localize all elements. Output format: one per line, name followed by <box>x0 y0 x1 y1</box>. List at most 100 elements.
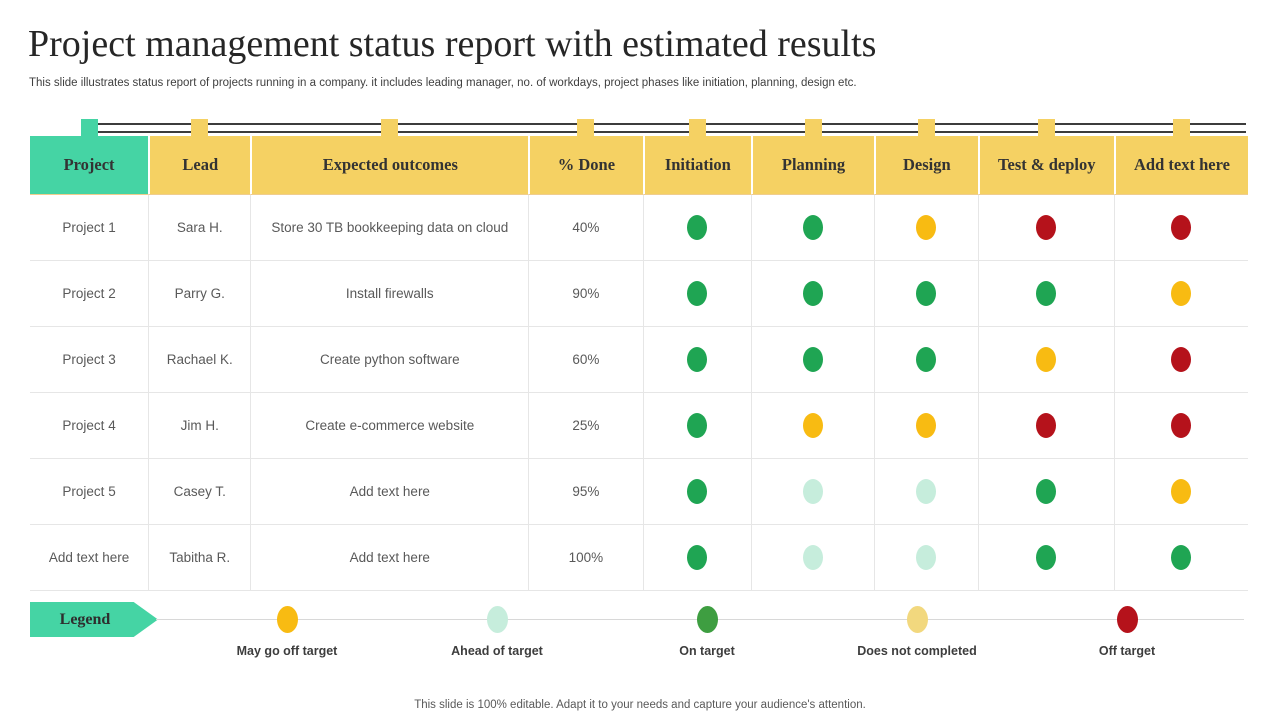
phase-status-cell <box>874 459 978 525</box>
legend-item: May go off target <box>202 606 372 658</box>
phase-status-cell <box>1113 261 1248 327</box>
expected-outcome-cell: Create e-commerce website <box>250 393 529 459</box>
status-dot-on-target <box>687 347 708 372</box>
column-marker-square <box>381 119 399 136</box>
table-header-row: Project Lead Expected outcomes% Done Initia… <box>30 136 1248 194</box>
column-marker-square <box>917 119 935 136</box>
legend-dot-does-not-completed <box>906 606 928 633</box>
column-header-planning: Planning <box>751 136 875 194</box>
legend-item-label: Ahead of target <box>451 644 543 658</box>
lead-cell: Sara H. <box>148 194 251 261</box>
project-name-cell: Project 4 <box>30 393 149 459</box>
phase-status-cell <box>1113 393 1248 459</box>
percent-done-cell: 100% <box>528 525 643 591</box>
column-marker-square <box>804 119 822 136</box>
column-marker-square <box>191 119 209 136</box>
column-header-project: Project <box>30 136 149 194</box>
legend-dot-on-target <box>696 606 718 633</box>
phase-status-cell <box>751 194 875 261</box>
expected-outcome-cell: Add text here <box>250 459 529 525</box>
project-name-cell: Project 5 <box>30 459 149 525</box>
column-header-test-deploy: Test & deploy <box>977 136 1114 194</box>
phase-status-cell <box>642 261 752 327</box>
table-row: Project 4 Jim H. Create e-commerce website… <box>30 393 1248 459</box>
status-table-container: Project Lead Expected outcomes% Done Initia… <box>30 136 1248 591</box>
column-header-design: Design <box>874 136 978 194</box>
phase-status-cell <box>751 459 875 525</box>
status-dot-ahead-of-target <box>916 545 937 570</box>
status-dot-off-target <box>1171 413 1192 438</box>
table-row: Add text here Tabitha R. Add text here 100% <box>30 525 1248 591</box>
status-dot-on-target <box>687 215 708 240</box>
status-dot-off-target <box>1036 215 1057 240</box>
status-dot-may-go-off-target <box>1171 479 1192 504</box>
column-header-expected-outcomes: Expected outcomes <box>250 136 529 194</box>
status-dot-may-go-off-target <box>916 413 937 438</box>
phase-status-cell <box>874 194 978 261</box>
project-name-cell: Project 1 <box>30 194 149 261</box>
status-dot-on-target <box>1036 281 1057 306</box>
lead-cell: Jim H. <box>148 393 251 459</box>
status-dot-on-target <box>803 281 824 306</box>
project-name-cell: Project 3 <box>30 327 149 393</box>
legend-dot-may-go-off-target <box>276 606 298 633</box>
status-dot-ahead-of-target <box>803 479 824 504</box>
column-marker-square <box>688 119 706 136</box>
expected-outcome-cell: Create python software <box>250 327 529 393</box>
phase-status-cell <box>874 327 978 393</box>
phase-status-cell <box>751 393 875 459</box>
legend-item-label: On target <box>679 644 735 658</box>
column-header-initiation: Initiation <box>642 136 752 194</box>
legend-item: On target <box>622 606 792 658</box>
column-marker-square <box>1173 119 1190 136</box>
expected-outcome-cell: Install firewalls <box>250 261 529 327</box>
status-dot-on-target <box>1036 479 1057 504</box>
table-body: Project 1 Sara H. Store 30 TB bookkeeping … <box>30 194 1248 591</box>
status-dot-on-target <box>687 545 708 570</box>
phase-status-cell <box>977 459 1114 525</box>
column-marker-strip <box>30 119 1248 136</box>
phase-status-cell <box>874 525 978 591</box>
status-dot-on-target <box>687 413 708 438</box>
page-title: Project management status report with es… <box>28 23 877 65</box>
phase-status-cell <box>977 393 1114 459</box>
status-dot-on-target <box>916 281 937 306</box>
column-marker-square <box>1037 119 1055 136</box>
percent-done-cell: 95% <box>528 459 643 525</box>
phase-status-cell <box>642 327 752 393</box>
phase-status-cell <box>977 525 1114 591</box>
phase-status-cell <box>751 525 875 591</box>
status-dot-on-target <box>687 479 708 504</box>
legend-dot-off-target <box>1116 606 1138 633</box>
status-dot-may-go-off-target <box>1171 281 1192 306</box>
project-name-cell: Project 2 <box>30 261 149 327</box>
phase-status-cell <box>1113 525 1248 591</box>
phase-status-cell <box>977 261 1114 327</box>
status-dot-on-target <box>803 347 824 372</box>
status-dot-off-target <box>1171 215 1192 240</box>
phase-status-cell <box>642 525 752 591</box>
status-dot-on-target <box>687 281 708 306</box>
legend-item-label: May go off target <box>236 644 338 658</box>
expected-outcome-cell: Store 30 TB bookkeeping data on cloud <box>250 194 529 261</box>
legend-item-label: Does not completed <box>857 644 977 658</box>
percent-done-cell: 40% <box>528 194 643 261</box>
phase-status-cell <box>1113 459 1248 525</box>
phase-status-cell <box>642 194 752 261</box>
column-header-add-text-here: Add text here <box>1113 136 1248 194</box>
status-table: Project Lead Expected outcomes% Done Initia… <box>30 136 1248 591</box>
legend-title: Legend <box>59 610 111 628</box>
column-marker-square <box>577 119 595 136</box>
percent-done-cell: 60% <box>528 327 643 393</box>
project-name-cell: Add text here <box>30 525 149 591</box>
phase-status-cell <box>751 327 875 393</box>
column-header--done: % Done <box>528 136 643 194</box>
status-dot-may-go-off-target <box>1036 347 1057 372</box>
status-dot-on-target <box>1036 545 1057 570</box>
footer-note: This slide is 100% editable. Adapt it to… <box>414 699 866 711</box>
percent-done-cell: 25% <box>528 393 643 459</box>
phase-status-cell <box>874 261 978 327</box>
phase-status-cell <box>642 459 752 525</box>
phase-status-cell <box>751 261 875 327</box>
lead-cell: Parry G. <box>148 261 251 327</box>
